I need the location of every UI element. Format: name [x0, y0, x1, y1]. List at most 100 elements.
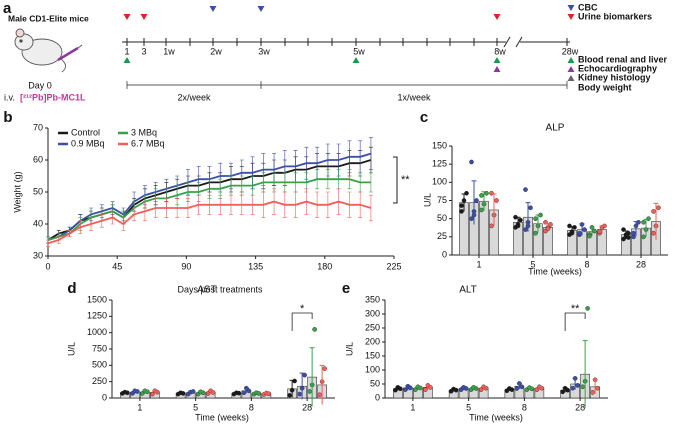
data-point [464, 190, 469, 196]
data-point [519, 384, 525, 390]
x-tick-label: 1 [137, 402, 142, 412]
data-point [595, 385, 600, 391]
y-tick-label: 1500 [87, 294, 107, 304]
data-point [518, 217, 523, 223]
data-point [533, 216, 538, 221]
error-bar [263, 392, 269, 395]
timeline-axis [122, 36, 570, 89]
data-point [626, 235, 631, 240]
x-tick-label: 28 [302, 402, 312, 412]
x-axis-label: Time (weeks) [528, 266, 582, 276]
timeline-tick-label: 28w [562, 46, 579, 56]
data-point [241, 390, 247, 396]
error-bar [481, 191, 487, 211]
y-tick-label: 150 [432, 140, 447, 150]
legend-label: Kidney histology [578, 72, 651, 82]
data-point [577, 230, 582, 236]
error-bar [451, 388, 457, 392]
error-bar [122, 390, 128, 395]
error-bar [471, 180, 477, 225]
x-tick-label: 8 [249, 402, 254, 412]
data-point [597, 229, 602, 235]
data-point [210, 390, 216, 395]
y-tick-label: 0 [442, 249, 447, 259]
error-bar [461, 193, 467, 212]
data-point [287, 393, 292, 398]
timeline-tick-label: 3 [141, 46, 146, 56]
error-bar [516, 382, 522, 390]
timeline-tick-label: 1 [124, 46, 129, 56]
error-bar [152, 390, 158, 395]
y-tick-label: 100 [365, 364, 380, 374]
x-tick-label: 5 [530, 259, 535, 269]
timeline-title: Male CD1-Elite mice [8, 13, 89, 23]
error-bar [425, 384, 431, 390]
error-bar [188, 390, 194, 395]
data-point [580, 384, 585, 390]
timepoint-marker [493, 66, 501, 72]
y-tick-label: 1000 [87, 327, 107, 337]
panel-label: a [3, 0, 12, 17]
error-bar [178, 391, 184, 395]
error-bar [579, 223, 585, 236]
data-point [631, 230, 636, 236]
data-point [479, 207, 484, 213]
data-point [590, 390, 595, 395]
error-bar [582, 340, 588, 408]
data-point [408, 385, 413, 391]
legend-label: Urine biomarkers [578, 11, 652, 21]
y-tick-label: 0 [375, 392, 380, 402]
x-axis-label: Time (weeks) [195, 412, 249, 422]
data-point [646, 216, 651, 221]
x-axis-label: Days post treatments [177, 284, 263, 294]
route-label: i.v. [4, 92, 15, 102]
error-bar [491, 193, 497, 226]
error-bar [569, 226, 575, 234]
error-bar [589, 226, 595, 237]
schedule-label: 2x/week [177, 92, 211, 102]
timeline-tick-label: 5w [353, 46, 365, 56]
panel-label: e [342, 280, 350, 297]
timepoint-marker [493, 14, 501, 20]
y-tick-label: 70 [33, 122, 43, 132]
error-bar [395, 386, 401, 391]
legend-label: CBC [578, 2, 598, 12]
timeline-tick-label: 1w [163, 46, 175, 56]
y-tick-label: 150 [365, 350, 380, 360]
error-bar [481, 386, 487, 390]
x-tick-label: 8 [584, 259, 589, 269]
data-point [322, 366, 327, 371]
legend-marker [567, 57, 575, 63]
data-point [479, 193, 484, 198]
y-tick-label: 125 [432, 159, 447, 169]
timepoint-marker [257, 6, 265, 12]
error-bar [198, 390, 204, 395]
data-point [636, 219, 641, 225]
significance-label: ** [401, 174, 410, 186]
x-tick-label: 8 [522, 402, 527, 412]
x-tick-label: 45 [112, 261, 122, 271]
significance-bracket [564, 312, 586, 331]
error-bar [415, 385, 421, 391]
mouse-illustration [14, 28, 83, 73]
panel-label: d [67, 280, 76, 297]
error-bar [515, 216, 521, 228]
day-label: Day 0 [28, 80, 52, 90]
timepoint-marker [123, 14, 131, 20]
y-tick-label: 40 [33, 218, 43, 228]
error-bar [572, 377, 578, 390]
data-point [489, 190, 494, 196]
chart-title: ALT [459, 285, 477, 296]
y-tick-label: 50 [370, 378, 380, 388]
legend-label: Blood renal and liver [578, 54, 668, 64]
data-point [459, 209, 464, 214]
error-bar [253, 391, 259, 395]
data-point [297, 391, 302, 397]
error-bar [142, 389, 148, 394]
legend-label: Control [71, 127, 100, 137]
data-point [585, 306, 590, 311]
data-point [423, 387, 428, 392]
data-point [474, 198, 479, 203]
error-bar [643, 218, 649, 237]
